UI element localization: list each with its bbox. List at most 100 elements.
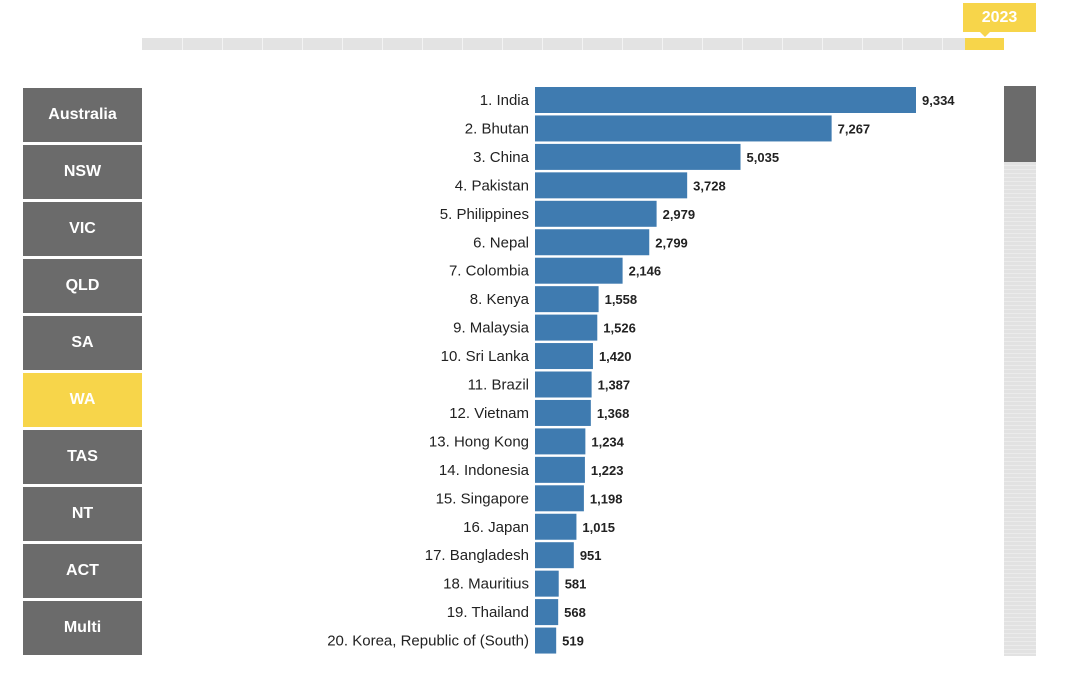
value-label: 1,526	[603, 321, 636, 336]
category-label: 10. Sri Lanka	[441, 348, 530, 365]
timeline-tick	[942, 38, 943, 50]
timeline-tick	[862, 38, 863, 50]
timeline-tick	[382, 38, 383, 50]
timeline-tick	[822, 38, 823, 50]
timeline-tick	[342, 38, 343, 50]
category-label: 17. Bangladesh	[425, 547, 529, 564]
state-button-act[interactable]: ACT	[23, 544, 142, 598]
category-label: 6. Nepal	[473, 234, 529, 251]
timeline-tick	[702, 38, 703, 50]
bar-11[interactable]	[535, 371, 592, 398]
year-label: 2023	[963, 3, 1036, 32]
state-button-sa[interactable]: SA	[23, 316, 142, 370]
bar-16[interactable]	[535, 513, 577, 540]
value-label: 1,558	[605, 292, 638, 307]
category-label: 18. Mauritius	[443, 576, 529, 593]
value-label: 1,420	[599, 349, 632, 364]
category-label: 3. China	[473, 149, 530, 166]
bar-5[interactable]	[535, 200, 657, 227]
timeline-tick	[222, 38, 223, 50]
state-button-qld[interactable]: QLD	[23, 259, 142, 313]
value-label: 1,368	[597, 406, 630, 421]
state-filter-list: Australia NSW VIC QLD SA WA TAS NT ACT Multi	[23, 88, 142, 658]
timeline-tick	[182, 38, 183, 50]
bar-14[interactable]	[535, 456, 585, 483]
timeline-tick	[662, 38, 663, 50]
bar-9[interactable]	[535, 314, 598, 341]
year-timeline: 2023	[0, 0, 1080, 60]
bar-15[interactable]	[535, 485, 584, 512]
category-label: 15. Singapore	[436, 490, 529, 507]
category-label: 20. Korea, Republic of (South)	[327, 633, 529, 650]
value-label: 1,387	[598, 378, 631, 393]
timeline-tick	[462, 38, 463, 50]
bar-18[interactable]	[535, 570, 559, 597]
category-label: 2. Bhutan	[465, 120, 529, 137]
timeline-track[interactable]	[142, 38, 1004, 50]
state-button-nsw[interactable]: NSW	[23, 145, 142, 199]
bar-7[interactable]	[535, 257, 623, 284]
scrollbar[interactable]	[1004, 86, 1036, 656]
value-label: 7,267	[838, 121, 871, 136]
category-label: 1. India	[480, 92, 530, 109]
value-label: 1,223	[591, 463, 624, 478]
timeline-tick	[622, 38, 623, 50]
bar-2[interactable]	[535, 115, 832, 142]
timeline-handle[interactable]	[965, 38, 1004, 50]
scroll-thumb[interactable]	[1004, 86, 1036, 162]
bar-10[interactable]	[535, 343, 593, 370]
timeline-tick	[782, 38, 783, 50]
value-label: 568	[564, 605, 586, 620]
timeline-tick	[902, 38, 903, 50]
state-button-australia[interactable]: Australia	[23, 88, 142, 142]
value-label: 5,035	[747, 150, 780, 165]
bar-4[interactable]	[535, 172, 688, 199]
value-label: 1,234	[591, 434, 624, 449]
state-button-multi[interactable]: Multi	[23, 601, 142, 655]
value-label: 1,015	[582, 520, 615, 535]
category-label: 8. Kenya	[470, 291, 530, 308]
value-label: 2,979	[663, 207, 696, 222]
category-label: 7. Colombia	[449, 263, 530, 280]
state-button-nt[interactable]: NT	[23, 487, 142, 541]
timeline-tick	[502, 38, 503, 50]
bar-6[interactable]	[535, 229, 650, 256]
timeline-tick	[422, 38, 423, 50]
bar-8[interactable]	[535, 286, 599, 313]
category-label: 5. Philippines	[440, 206, 529, 223]
category-label: 16. Japan	[463, 519, 529, 536]
timeline-tick	[262, 38, 263, 50]
value-label: 951	[580, 548, 602, 563]
category-label: 13. Hong Kong	[429, 433, 529, 450]
value-label: 2,799	[655, 235, 688, 250]
bar-20[interactable]	[535, 627, 557, 654]
category-label: 9. Malaysia	[453, 320, 530, 337]
bar-12[interactable]	[535, 399, 591, 426]
state-button-tas[interactable]: TAS	[23, 430, 142, 484]
category-label: 12. Vietnam	[449, 405, 529, 422]
bar-3[interactable]	[535, 143, 741, 170]
state-button-wa[interactable]: WA	[23, 373, 142, 427]
value-label: 9,334	[922, 93, 955, 108]
category-label: 14. Indonesia	[439, 462, 530, 479]
value-label: 3,728	[693, 178, 726, 193]
state-button-vic[interactable]: VIC	[23, 202, 142, 256]
bar-17[interactable]	[535, 542, 574, 569]
bar-13[interactable]	[535, 428, 586, 455]
bar-19[interactable]	[535, 599, 559, 626]
category-label: 19. Thailand	[447, 604, 529, 621]
value-label: 1,198	[590, 491, 623, 506]
category-label: 4. Pakistan	[455, 177, 529, 194]
value-label: 581	[565, 577, 587, 592]
bar-chart-svg: 1. India 9,334 2. Bhutan 7,267 3. China 5,035…	[327, 87, 955, 654]
timeline-tick	[582, 38, 583, 50]
year-pointer-icon	[980, 32, 990, 37]
value-label: 2,146	[629, 264, 662, 279]
timeline-tick	[302, 38, 303, 50]
bar-chart: 1. India 9,334 2. Bhutan 7,267 3. China 5,035…	[150, 82, 1000, 662]
timeline-tick	[742, 38, 743, 50]
timeline-tick	[542, 38, 543, 50]
bar-1[interactable]	[535, 87, 916, 113]
category-label: 11. Brazil	[468, 377, 529, 394]
value-label: 519	[562, 634, 584, 649]
